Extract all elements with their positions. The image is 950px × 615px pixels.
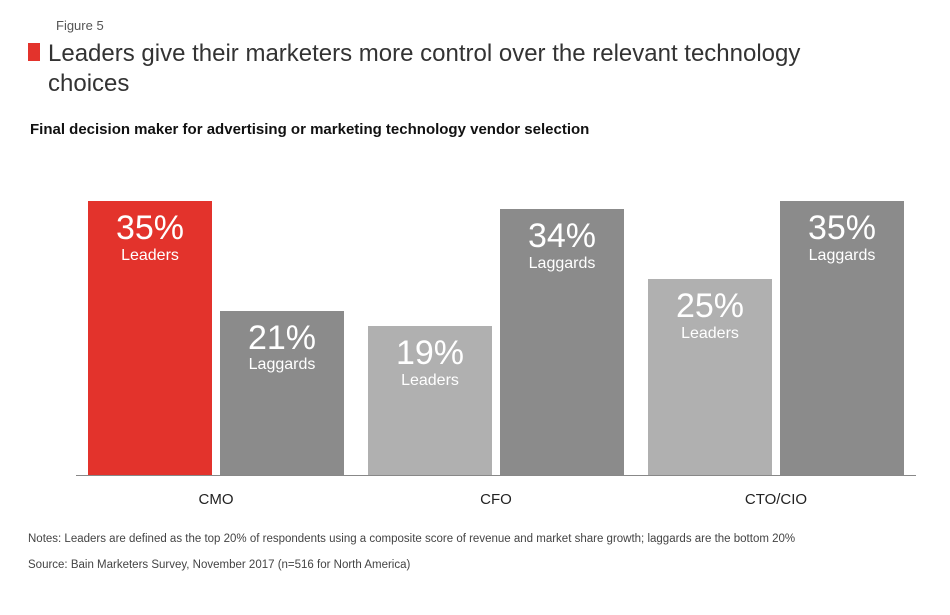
bar-value: 21% [248,321,316,357]
bar: 35%Leaders [88,201,212,475]
source-line: Source: Bain Marketers Survey, November … [28,558,922,574]
bar: 34%Laggards [500,209,624,475]
bar: 19%Leaders [368,326,492,475]
figure-subtitle: Final decision maker for advertising or … [30,121,922,138]
bar: 35%Laggards [780,201,904,475]
x-axis-labels: CMOCFOCTO/CIO [76,491,916,508]
bar-group: 19%Leaders34%Laggards [356,162,636,475]
x-axis-label: CMO [76,491,356,508]
bar-segment-label: Laggards [809,247,876,265]
bar-segment-label: Leaders [681,325,739,343]
bar-segment-label: Leaders [401,372,459,390]
chart: Percentage of respondents 35%Leaders21%L… [28,162,922,522]
figure-title: Leaders give their marketers more contro… [48,39,828,99]
x-axis-label: CFO [356,491,636,508]
bar-segment-label: Leaders [121,247,179,265]
plot-area: 35%Leaders21%Laggards19%Leaders34%Laggar… [76,162,916,476]
title-row: Leaders give their marketers more contro… [28,39,922,99]
bar: 25%Leaders [648,279,772,475]
figure-number: Figure 5 [56,18,922,33]
bar-segment-label: Laggards [249,356,316,374]
bar-value: 19% [396,336,464,372]
bar-value: 35% [808,211,876,247]
bar: 21%Laggards [220,311,344,475]
bar-group: 25%Leaders35%Laggards [636,162,916,475]
x-axis-label: CTO/CIO [636,491,916,508]
bar-value: 25% [676,289,744,325]
bar-value: 35% [116,211,184,247]
bar-segment-label: Laggards [529,255,596,273]
figure-container: Figure 5 Leaders give their marketers mo… [0,0,950,615]
notes-line: Notes: Leaders are defined as the top 20… [28,532,922,548]
bar-value: 34% [528,219,596,255]
accent-bar-icon [28,43,40,61]
bar-group: 35%Leaders21%Laggards [76,162,356,475]
